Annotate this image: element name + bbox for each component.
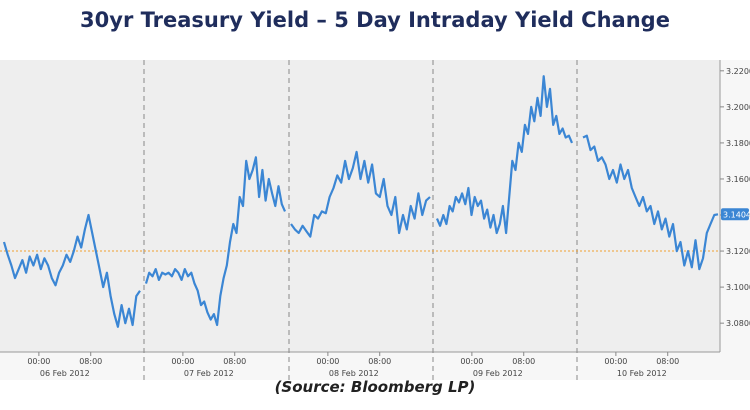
yield-line-day-1 [2, 213, 141, 328]
chart-title: 30yr Treasury Yield – 5 Day Intraday Yie… [80, 8, 670, 32]
y-tick-label: 3.2000 [726, 103, 750, 112]
day-label: 07 Feb 2012 [184, 369, 234, 378]
day-label: 09 Feb 2012 [473, 369, 523, 378]
yield-line-day-3 [290, 150, 431, 238]
day-label: 10 Feb 2012 [617, 369, 667, 378]
y-tick-label: 3.1600 [726, 175, 750, 184]
plot-background [0, 60, 720, 352]
x-tick-label: 00:00 [316, 357, 339, 366]
day-label: 06 Feb 2012 [40, 369, 90, 378]
last-value-label: 3.1404 [723, 210, 750, 219]
y-tick-label: 3.1200 [726, 247, 750, 256]
x-tick-label: 08:00 [368, 357, 391, 366]
x-tick-label: 00:00 [27, 357, 50, 366]
x-tick-label: 08:00 [223, 357, 246, 366]
source-note: (Source: Bloomberg LP) [274, 378, 476, 396]
day-label: 08 Feb 2012 [329, 369, 379, 378]
x-tick-label: 00:00 [171, 357, 194, 366]
y-tick-label: 3.1800 [726, 139, 750, 148]
last-value-badge [721, 208, 749, 221]
yield-line-day-4 [435, 75, 574, 235]
x-tick-label: 00:00 [460, 357, 483, 366]
yield-line-day-2 [144, 156, 287, 327]
y-tick-label: 3.1000 [726, 283, 750, 292]
x-tick-label: 08:00 [512, 357, 535, 366]
time-axis-background [0, 352, 720, 380]
x-tick-label: 08:00 [79, 357, 102, 366]
x-tick-label: 00:00 [604, 357, 627, 366]
x-tick-label: 08:00 [656, 357, 679, 366]
yield-line-day-5 [582, 134, 719, 271]
y-tick-label: 3.2200 [726, 67, 750, 76]
